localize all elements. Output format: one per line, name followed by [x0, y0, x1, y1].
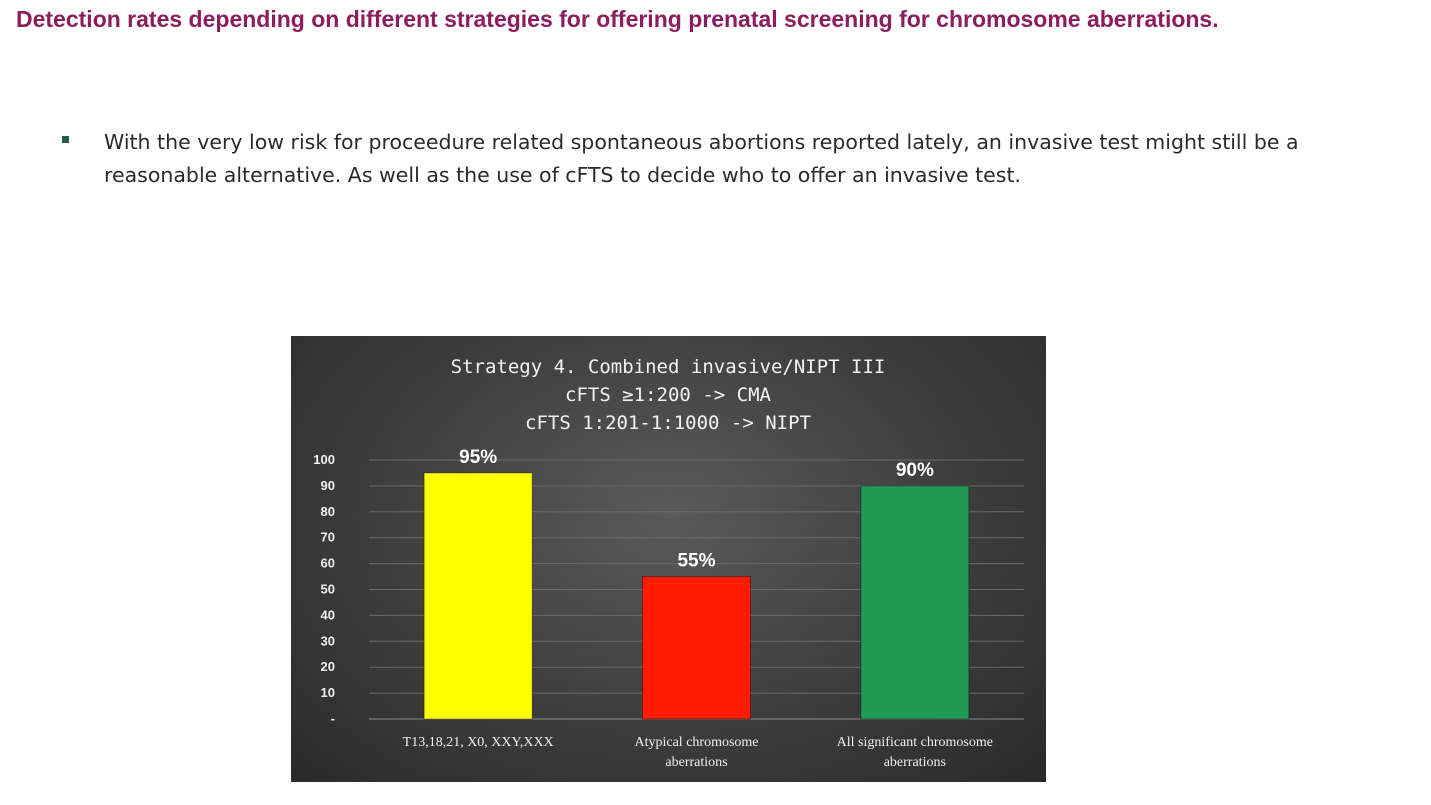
y-tick-label: 60 — [321, 556, 335, 571]
slide-title: Detection rates depending on different s… — [16, 6, 1219, 32]
y-tick-label: 90 — [321, 478, 335, 493]
x-axis-categories: T13,18,21, X0, XXY,XXX Atypical chromosom… — [403, 735, 993, 770]
data-labels: 95% 55% 90% — [459, 447, 934, 572]
y-tick-label: 10 — [321, 685, 335, 700]
bullet-square-icon — [62, 136, 69, 143]
chart-title: Strategy 4. Combined invasive/NIPT III cF… — [451, 356, 886, 434]
category-label: Atypical chromosome — [634, 735, 758, 750]
bullet-text: With the very low risk for proceedure re… — [104, 130, 1299, 187]
y-tick-label: 20 — [321, 659, 335, 674]
chart-title-line: Strategy 4. Combined invasive/NIPT III — [451, 356, 886, 378]
category-label: aberrations — [665, 755, 727, 770]
data-label: 55% — [677, 551, 715, 572]
bar — [860, 485, 970, 720]
chart-svg: Strategy 4. Combined invasive/NIPT III cF… — [313, 356, 1024, 770]
chart-title-line: cFTS 1:201-1:1000 -> NIPT — [525, 412, 811, 434]
y-axis-ticks: - 10 20 30 40 50 60 70 80 90 100 — [313, 452, 335, 726]
category-label: aberrations — [884, 755, 946, 770]
chart-title-line: cFTS ≥1:200 -> CMA — [565, 384, 771, 406]
y-tick-label: 80 — [321, 504, 335, 519]
bars — [423, 472, 970, 720]
bullet-item: With the very low risk for proceedure re… — [62, 126, 1392, 192]
y-tick-label: - — [331, 711, 335, 726]
bar — [423, 472, 533, 720]
y-tick-label: 100 — [313, 452, 335, 467]
category-label: T13,18,21, X0, XXY,XXX — [403, 735, 554, 750]
category-label: All significant chromosome — [837, 735, 993, 750]
y-tick-label: 70 — [321, 530, 335, 545]
y-tick-label: 30 — [321, 633, 335, 648]
y-tick-label: 40 — [321, 607, 335, 622]
y-tick-label: 50 — [321, 582, 335, 597]
bar — [642, 576, 751, 720]
bar-chart: Strategy 4. Combined invasive/NIPT III cF… — [291, 336, 1046, 782]
data-label: 90% — [896, 460, 934, 481]
data-label: 95% — [459, 447, 497, 468]
